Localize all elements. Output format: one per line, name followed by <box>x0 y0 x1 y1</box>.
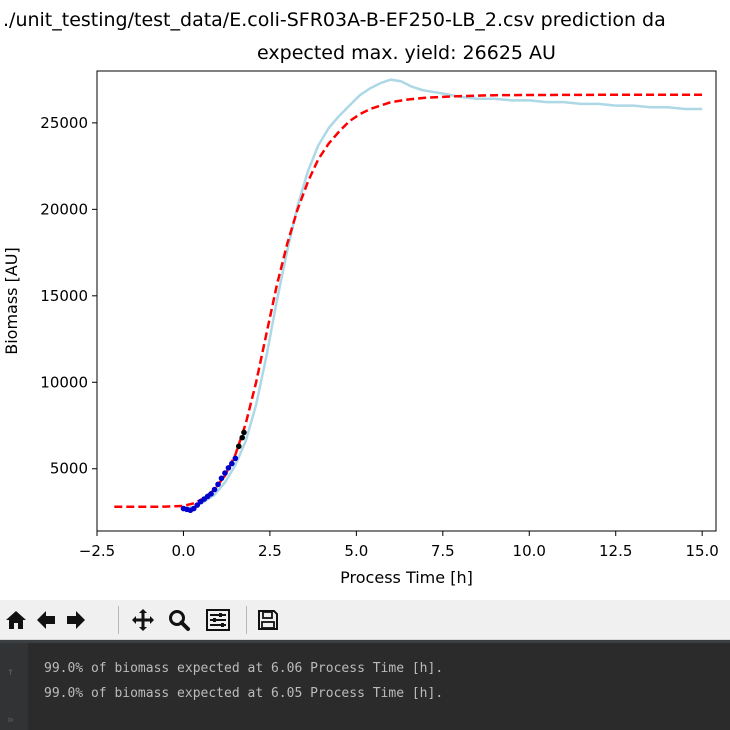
console-gutter: ↑ » <box>0 643 28 730</box>
forward-button[interactable] <box>62 604 90 636</box>
figure-suptitle: ./unit_testing/test_data/E.coli-SFR03A-B… <box>3 9 666 31</box>
recent-data-point <box>241 429 247 436</box>
x-tick-label: 0.0 <box>172 542 196 560</box>
fit-data-point <box>225 465 232 471</box>
y-tick-label: 15000 <box>40 287 88 305</box>
plot-frame <box>96 70 717 532</box>
fit-data-point <box>191 505 197 512</box>
navigation-toolbar <box>0 600 730 640</box>
x-axis-label: Process Time [h] <box>340 568 473 587</box>
pan-button[interactable] <box>129 604 157 636</box>
toolbar-separator <box>118 606 119 634</box>
y-tick-label: 25000 <box>40 114 88 132</box>
y-tick-label: 5000 <box>50 460 88 478</box>
fit-data-point <box>218 475 225 482</box>
x-tick-label: 15.0 <box>685 542 718 560</box>
x-tick-label: 2.5 <box>258 542 282 560</box>
back-button[interactable] <box>32 604 60 636</box>
fit-data-point <box>211 486 218 493</box>
magnifier-icon <box>169 610 190 631</box>
toolbar-separator <box>246 606 247 634</box>
fit-data-point <box>215 481 221 488</box>
zoom-button[interactable] <box>165 604 193 636</box>
floppy-disk-icon <box>258 610 278 630</box>
home-button[interactable] <box>2 604 30 636</box>
figure-canvas: ./unit_testing/test_data/E.coli-SFR03A-B… <box>2 9 719 587</box>
fit-data-point <box>232 455 239 462</box>
x-tick-label: 5.0 <box>344 542 368 560</box>
arrow-right-icon <box>67 611 85 629</box>
x-tick-label: 12.5 <box>599 542 632 560</box>
console-line: 99.0% of biomass expected at 6.05 Proces… <box>44 686 444 701</box>
save-button[interactable] <box>254 604 282 636</box>
home-icon <box>6 611 26 629</box>
x-tick-label: 7.5 <box>431 542 455 560</box>
arrow-left-icon <box>37 611 55 629</box>
prompt-icon: » <box>7 713 14 726</box>
configure-subplots-button[interactable] <box>204 604 232 636</box>
measured-biomass-line <box>183 78 703 510</box>
y-axis-label: Biomass [AU] <box>2 247 21 355</box>
console-line: 99.0% of biomass expected at 6.06 Proces… <box>44 661 444 676</box>
biomass-chart: ./unit_testing/test_data/E.coli-SFR03A-B… <box>2 9 719 587</box>
sliders-icon <box>206 609 230 631</box>
y-tick-label: 10000 <box>40 373 88 391</box>
scroll-up-icon[interactable]: ↑ <box>7 665 14 678</box>
x-tick-label: −2.5 <box>79 542 115 560</box>
recent-data-point <box>239 434 246 441</box>
run-console: ↑ » 99.0% of biomass expected at 6.06 Pr… <box>0 640 730 730</box>
y-tick-label: 20000 <box>40 200 88 218</box>
recent-data-point <box>235 443 242 450</box>
chart-title: expected max. yield: 26625 AU <box>257 42 556 64</box>
move-icon <box>132 609 154 631</box>
fit-data-point <box>222 470 228 476</box>
fit-data-point <box>208 491 214 497</box>
fit-data-point <box>229 460 235 467</box>
x-tick-label: 10.0 <box>513 542 546 560</box>
fit-data-point <box>194 502 201 508</box>
predicted-biomass-line <box>114 93 703 509</box>
